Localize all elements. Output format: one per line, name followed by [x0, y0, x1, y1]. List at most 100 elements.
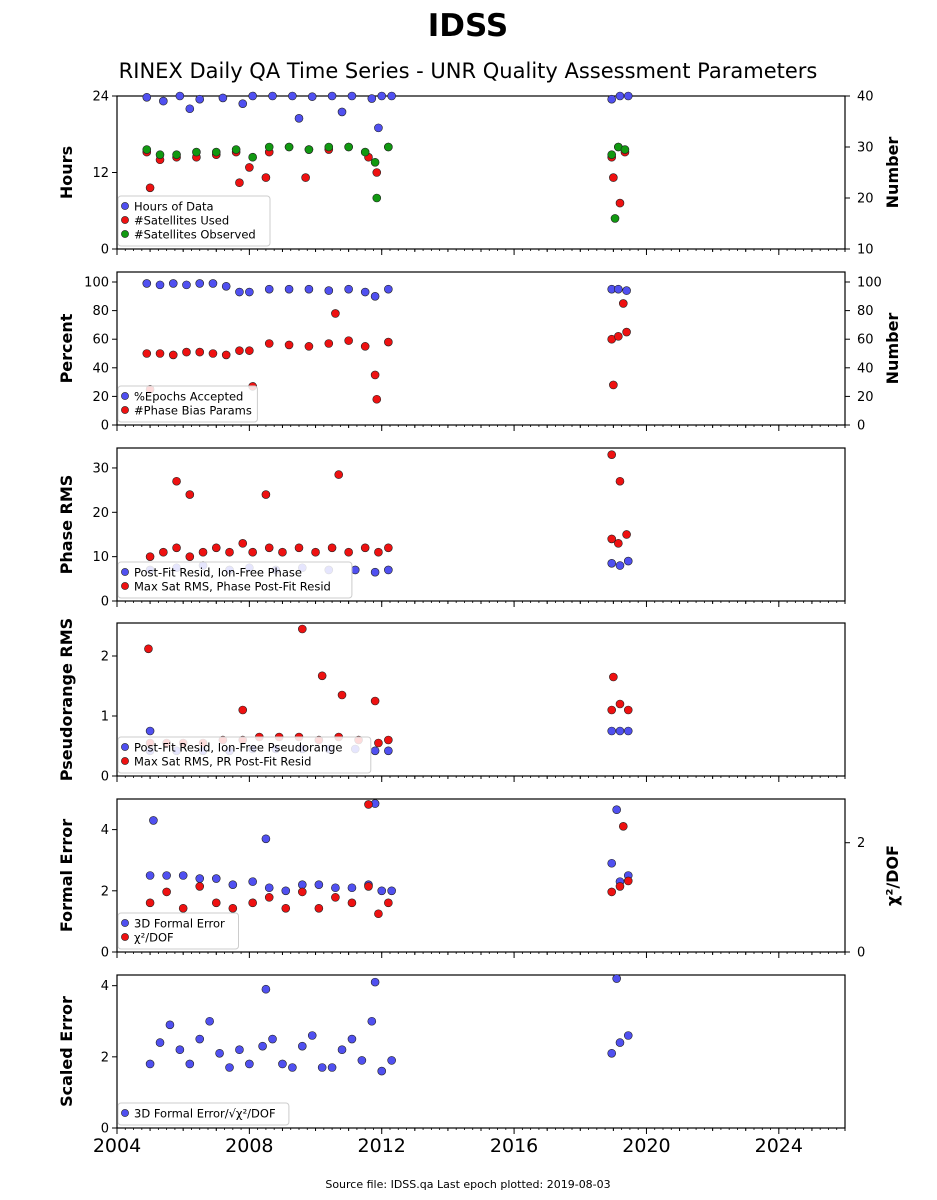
- data-point: [347, 91, 357, 101]
- data-point: [185, 104, 195, 114]
- data-point: [344, 284, 353, 294]
- y-tick-label: 0: [101, 595, 109, 610]
- legend-marker: [121, 392, 129, 400]
- data-point: [159, 547, 168, 557]
- data-point: [615, 1038, 625, 1047]
- data-point: [298, 880, 307, 889]
- data-point: [245, 346, 254, 355]
- data-point: [615, 476, 625, 486]
- data-point: [195, 874, 205, 883]
- data-point: [372, 193, 382, 203]
- data-point: [235, 178, 244, 187]
- data-point: [374, 547, 383, 557]
- data-point: [370, 696, 380, 706]
- data-point: [211, 543, 221, 553]
- data-point: [307, 1031, 317, 1040]
- data-point: [294, 543, 304, 553]
- data-point: [615, 882, 625, 891]
- data-point: [367, 1016, 377, 1026]
- data-point: [614, 284, 623, 294]
- y2-tick-label: 100: [857, 276, 882, 291]
- data-point: [142, 349, 152, 358]
- data-point: [155, 1038, 165, 1047]
- data-point: [235, 1045, 244, 1055]
- legend-entry: Post-Fit Resid, Ion-Free Phase: [134, 566, 302, 580]
- data-point: [372, 394, 382, 404]
- data-point: [374, 909, 383, 919]
- legend-entry: Max Sat RMS, PR Post-Fit Resid: [134, 755, 311, 769]
- data-point: [615, 699, 625, 709]
- y-tick-label: 20: [92, 506, 109, 521]
- data-point: [607, 534, 617, 544]
- data-point: [198, 547, 208, 557]
- data-point: [258, 1041, 267, 1051]
- y-tick-label: 30: [92, 461, 109, 476]
- data-point: [615, 726, 625, 736]
- data-point: [384, 565, 393, 575]
- source-footer: Source file: IDSS.qa Last epoch plotted:…: [325, 1178, 610, 1191]
- legend-box: [117, 1102, 290, 1126]
- y-tick-label: 60: [92, 333, 109, 348]
- data-point: [195, 347, 205, 357]
- panel-3: 0 10 20 30 Phase RMS Post-Fit Resid, Ion-Free…: [57, 447, 846, 610]
- data-point: [618, 822, 628, 831]
- y-tick-label: 20: [92, 390, 109, 405]
- figure-subtitle: RINEX Daily QA Time Series - UNR Quality…: [119, 59, 818, 83]
- data-point: [248, 91, 257, 101]
- data-point: [307, 92, 317, 101]
- data-point: [301, 173, 310, 182]
- data-point: [294, 114, 304, 123]
- y2-tick-label: 60: [857, 333, 874, 348]
- data-point: [145, 898, 155, 908]
- data-point: [248, 152, 257, 162]
- data-point: [384, 284, 393, 294]
- data-point: [347, 1034, 357, 1044]
- data-point: [317, 1063, 327, 1072]
- data-point: [370, 977, 380, 987]
- y2-tick-label: 30: [857, 141, 874, 156]
- data-point: [144, 644, 153, 654]
- data-point: [384, 337, 393, 347]
- data-point: [615, 91, 625, 101]
- data-point: [623, 876, 633, 886]
- data-point: [142, 145, 152, 154]
- legend-entry: 3D Formal Error: [134, 917, 225, 931]
- x-tick-label: 2024: [755, 1135, 803, 1157]
- data-point: [278, 547, 287, 557]
- data-point: [344, 142, 353, 152]
- data-point: [284, 142, 294, 152]
- data-point: [384, 735, 393, 745]
- data-point: [195, 1034, 205, 1044]
- data-point: [264, 883, 274, 893]
- data-point: [142, 279, 152, 288]
- y-tick-label: 2: [101, 650, 109, 665]
- data-point: [195, 882, 205, 891]
- data-point: [261, 984, 271, 994]
- data-point: [192, 147, 201, 157]
- data-point: [372, 168, 382, 177]
- data-point: [155, 349, 165, 358]
- data-point: [347, 883, 357, 893]
- data-point: [607, 858, 617, 868]
- legend-entry: %Epochs Accepted: [134, 390, 243, 404]
- data-point: [261, 490, 271, 499]
- data-point: [264, 339, 274, 348]
- y-axis-label: Hours: [57, 146, 76, 199]
- data-point: [261, 834, 271, 844]
- data-point: [623, 705, 633, 715]
- data-point: [288, 1063, 297, 1072]
- y-tick-label: 12: [92, 166, 109, 181]
- data-point: [370, 746, 380, 756]
- data-point: [211, 147, 221, 157]
- data-point: [327, 1063, 337, 1072]
- data-point: [304, 145, 314, 154]
- data-point: [623, 556, 633, 566]
- data-point: [350, 565, 360, 575]
- data-point: [162, 871, 171, 880]
- data-point: [607, 94, 617, 104]
- data-point: [331, 309, 340, 318]
- data-point: [159, 96, 168, 106]
- data-point: [248, 547, 257, 557]
- legend-marker: [121, 216, 129, 224]
